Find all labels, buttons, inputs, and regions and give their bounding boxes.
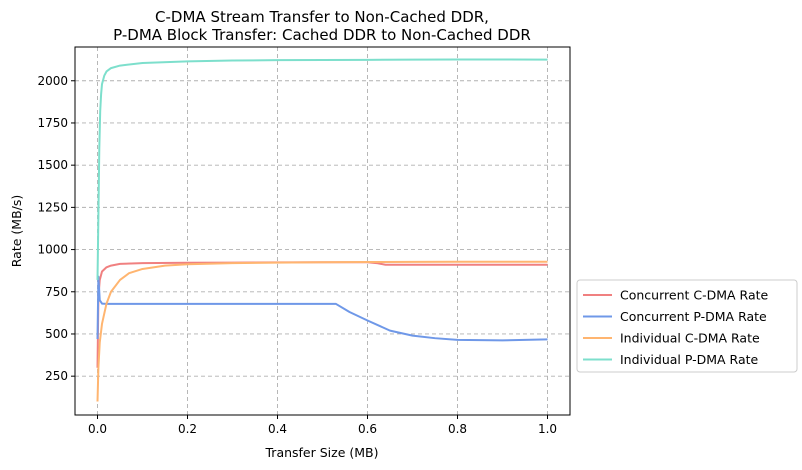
y-tick-label: 1500 (37, 158, 68, 172)
x-tick-label: 0.2 (178, 422, 197, 436)
y-tick-label: 750 (45, 285, 68, 299)
plot-area-frame (74, 46, 571, 416)
axis-ticks: 0.0 0.2 0.4 0.6 0.8 1.0 250 500 750 1000 1250 1500 1… (37, 74, 557, 436)
y-tick-label: 1250 (37, 200, 68, 214)
grid-lines (75, 47, 570, 415)
legend-entry-label: Concurrent P-DMA Rate (620, 309, 767, 324)
y-tick-label: 250 (45, 369, 68, 383)
series-line-2 (96, 275, 548, 342)
x-tick-label: 0.6 (358, 422, 377, 436)
x-tick-label: 0.4 (268, 422, 287, 436)
x-tick-label: 1.0 (538, 422, 557, 436)
legend-box (576, 279, 798, 373)
y-axis-label: Rate (MB/s) (9, 195, 24, 267)
chart-title-line-1: C-DMA Stream Transfer to Non-Cached DDR, (155, 8, 489, 26)
legend-entry-label: Concurrent C-DMA Rate (620, 288, 769, 303)
legend-entry-label: Individual P-DMA Rate (620, 352, 759, 367)
x-axis-label: Transfer Size (MB) (265, 445, 379, 460)
y-tick-label: 1000 (37, 243, 68, 257)
legend: Concurrent C-DMA Rate Concurrent P-DMA Ra… (576, 279, 798, 373)
chart-title-line-2: P-DMA Block Transfer: Cached DDR to Non-… (113, 26, 531, 44)
series-line-3 (96, 260, 548, 402)
x-tick-label: 0.0 (88, 422, 107, 436)
series-lines (96, 58, 548, 402)
legend-entry-label: Individual C-DMA Rate (620, 331, 760, 346)
y-tick-label: 500 (45, 327, 68, 341)
y-tick-label: 2000 (37, 74, 68, 88)
series-line-4 (96, 58, 548, 280)
y-tick-label: 1750 (37, 116, 68, 130)
x-tick-label: 0.8 (448, 422, 467, 436)
